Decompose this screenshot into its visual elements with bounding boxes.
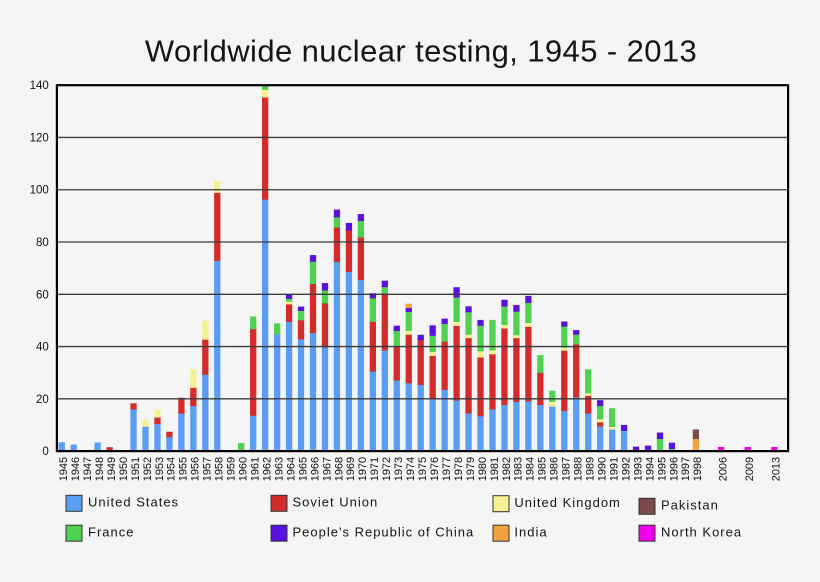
svg-text:1996: 1996 <box>668 457 680 481</box>
svg-text:1958: 1958 <box>214 457 226 481</box>
svg-text:1961: 1961 <box>249 457 261 481</box>
svg-text:1983: 1983 <box>513 457 525 481</box>
svg-text:1952: 1952 <box>142 457 154 481</box>
svg-text:1973: 1973 <box>393 457 405 481</box>
svg-text:1965: 1965 <box>297 457 309 481</box>
svg-text:1995: 1995 <box>656 457 668 481</box>
svg-text:1971: 1971 <box>369 457 381 481</box>
svg-text:1989: 1989 <box>585 457 597 481</box>
svg-text:80: 80 <box>36 237 49 249</box>
svg-text:1956: 1956 <box>190 457 202 481</box>
svg-text:1969: 1969 <box>345 457 357 481</box>
svg-text:2006: 2006 <box>717 457 729 481</box>
svg-text:120: 120 <box>30 132 49 144</box>
svg-text:1977: 1977 <box>441 457 453 481</box>
svg-text:1980: 1980 <box>477 457 489 481</box>
svg-text:1959: 1959 <box>226 457 238 481</box>
svg-text:1945: 1945 <box>58 457 70 481</box>
svg-text:1975: 1975 <box>417 457 429 481</box>
svg-text:1994: 1994 <box>644 457 656 481</box>
svg-text:Soviet Union: Soviet Union <box>293 495 379 510</box>
svg-text:1987: 1987 <box>561 457 573 481</box>
svg-text:1984: 1984 <box>525 457 537 481</box>
svg-text:1947: 1947 <box>82 457 94 481</box>
svg-text:1990: 1990 <box>596 457 608 481</box>
svg-text:1953: 1953 <box>154 457 166 481</box>
svg-text:100: 100 <box>30 185 49 197</box>
svg-text:20: 20 <box>36 394 49 406</box>
svg-text:India: India <box>514 525 547 540</box>
svg-text:1978: 1978 <box>453 457 465 481</box>
svg-text:United States: United States <box>88 495 179 510</box>
svg-text:1991: 1991 <box>608 457 620 481</box>
svg-text:1962: 1962 <box>261 457 273 481</box>
svg-text:1968: 1968 <box>333 457 345 481</box>
svg-text:North Korea: North Korea <box>661 525 742 540</box>
svg-text:1955: 1955 <box>178 457 190 481</box>
svg-text:People's Republic of China: People's Republic of China <box>293 525 475 540</box>
svg-text:1951: 1951 <box>130 457 142 481</box>
svg-text:1970: 1970 <box>357 457 369 481</box>
svg-text:2009: 2009 <box>744 457 756 481</box>
svg-text:Worldwide nuclear testing, 194: Worldwide nuclear testing, 1945 - 2013 <box>145 34 697 69</box>
svg-text:60: 60 <box>36 289 49 301</box>
svg-text:1993: 1993 <box>632 457 644 481</box>
svg-text:1976: 1976 <box>429 457 441 481</box>
svg-text:Pakistan: Pakistan <box>661 498 719 513</box>
svg-text:40: 40 <box>36 342 49 354</box>
svg-text:1964: 1964 <box>285 457 297 481</box>
svg-text:1950: 1950 <box>118 457 130 481</box>
svg-text:2013: 2013 <box>771 457 783 481</box>
svg-text:1946: 1946 <box>70 457 82 481</box>
svg-text:1988: 1988 <box>573 457 585 481</box>
svg-text:1949: 1949 <box>106 457 118 481</box>
svg-text:1997: 1997 <box>680 457 692 481</box>
svg-text:1960: 1960 <box>238 457 250 481</box>
svg-text:1974: 1974 <box>405 457 417 481</box>
svg-text:1979: 1979 <box>465 457 477 481</box>
svg-text:1981: 1981 <box>489 457 501 481</box>
svg-text:1972: 1972 <box>381 457 393 481</box>
svg-text:1982: 1982 <box>501 457 513 481</box>
svg-text:1954: 1954 <box>166 457 178 481</box>
svg-text:1985: 1985 <box>537 457 549 481</box>
svg-text:1998: 1998 <box>692 457 704 481</box>
svg-text:1992: 1992 <box>620 457 632 481</box>
svg-text:0: 0 <box>42 446 48 458</box>
svg-text:France: France <box>88 525 134 540</box>
svg-text:United Kingdom: United Kingdom <box>514 495 621 510</box>
svg-text:1957: 1957 <box>202 457 214 481</box>
svg-text:1986: 1986 <box>549 457 561 481</box>
svg-text:1963: 1963 <box>273 457 285 481</box>
svg-text:1948: 1948 <box>94 457 106 481</box>
svg-text:140: 140 <box>30 80 49 92</box>
svg-text:1967: 1967 <box>321 457 333 481</box>
svg-text:1966: 1966 <box>309 457 321 481</box>
